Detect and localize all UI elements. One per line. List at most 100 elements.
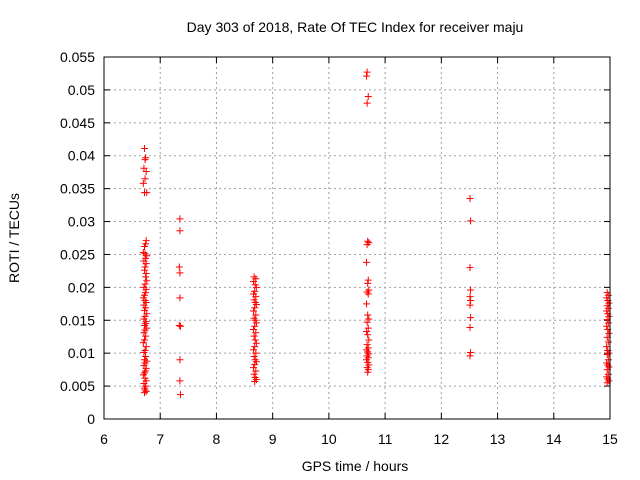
y-tick-label: 0.03 <box>68 214 95 230</box>
data-point <box>605 349 613 357</box>
data-point <box>250 352 258 360</box>
tick-layer: 0 0.005 0.01 0.015 0.02 0.025 0.03 0.035 0.04 0.0… <box>60 49 618 447</box>
data-point <box>364 279 372 287</box>
data-point <box>140 389 148 397</box>
data-point <box>141 280 149 288</box>
y-tick-label: 0.05 <box>68 82 95 98</box>
data-point <box>176 391 184 399</box>
data-point <box>140 266 148 274</box>
data-point <box>251 377 259 385</box>
data-point <box>139 339 147 347</box>
data-point <box>176 377 184 385</box>
x-tick-label: 14 <box>546 431 562 447</box>
y-axis-label: ROTI / TECUs <box>6 193 22 283</box>
data-point <box>363 68 371 76</box>
data-point <box>251 343 259 351</box>
x-tick-label: 6 <box>100 431 108 447</box>
x-axis-label: GPS time / hours <box>302 458 409 474</box>
x-tick-label: 8 <box>213 431 221 447</box>
data-point <box>364 331 372 339</box>
data-point <box>250 370 258 378</box>
data-point <box>142 237 150 245</box>
data-point <box>604 338 612 346</box>
data-point <box>141 156 149 164</box>
data-point <box>142 332 150 340</box>
data-point <box>467 314 475 322</box>
y-tick-label: 0.035 <box>60 181 95 197</box>
data-point <box>176 227 184 235</box>
data-point <box>140 144 148 152</box>
data-point <box>363 318 371 326</box>
data-point <box>142 352 150 360</box>
data-point <box>467 297 475 305</box>
data-point <box>363 241 371 249</box>
data-point <box>252 367 260 375</box>
data-point <box>140 349 148 357</box>
data-point <box>176 356 184 364</box>
data-point <box>467 286 475 294</box>
x-tick-label: 10 <box>321 431 337 447</box>
data-point <box>364 237 372 245</box>
data-point <box>252 311 260 319</box>
data-point <box>466 324 474 332</box>
data-point <box>365 336 373 344</box>
data-point <box>141 175 149 183</box>
data-point <box>251 322 259 330</box>
data-point <box>250 332 258 340</box>
data-point <box>142 387 150 395</box>
data-point <box>140 243 148 251</box>
data-point <box>364 92 372 100</box>
chart-title: Day 303 of 2018, Rate Of TEC Index for r… <box>187 19 524 35</box>
x-tick-label: 13 <box>490 431 506 447</box>
data-point <box>363 327 371 335</box>
data-point <box>466 195 474 203</box>
y-tick-label: 0.01 <box>68 345 95 361</box>
data-point <box>363 99 371 107</box>
data-point <box>139 248 147 256</box>
data-point <box>142 168 150 176</box>
y-tick-label: 0.055 <box>60 49 95 65</box>
x-tick-label: 7 <box>156 431 164 447</box>
data-point <box>252 339 260 347</box>
data-point <box>251 304 259 312</box>
y-tick-label: 0.045 <box>60 115 95 131</box>
data-points <box>139 68 613 399</box>
data-point <box>603 343 611 351</box>
y-tick-label: 0.015 <box>60 312 95 328</box>
x-tick-label: 15 <box>602 431 618 447</box>
data-point <box>605 329 613 337</box>
data-point <box>363 72 371 80</box>
y-tick-label: 0.005 <box>60 378 95 394</box>
data-point <box>467 349 475 357</box>
data-point <box>175 322 183 330</box>
data-point <box>175 263 183 271</box>
data-point <box>176 294 184 302</box>
data-point <box>141 263 149 271</box>
y-tick-label: 0.025 <box>60 246 95 262</box>
data-point <box>250 277 258 285</box>
data-point <box>365 315 373 323</box>
x-tick-label: 12 <box>434 431 450 447</box>
data-point <box>604 319 612 327</box>
data-point <box>466 264 474 272</box>
data-point <box>252 300 260 308</box>
data-point <box>139 179 147 187</box>
data-point <box>466 293 474 301</box>
x-tick-label: 11 <box>378 431 393 447</box>
data-point <box>252 283 260 291</box>
data-point <box>142 343 150 351</box>
data-point <box>364 290 372 298</box>
data-point <box>364 276 372 284</box>
data-point <box>142 260 150 268</box>
data-point <box>176 215 184 223</box>
x-tick-label: 9 <box>269 431 277 447</box>
data-point <box>466 352 474 360</box>
data-point <box>250 307 258 315</box>
data-point <box>466 301 474 309</box>
data-point <box>364 368 372 376</box>
data-point <box>143 189 151 197</box>
data-point <box>364 324 372 332</box>
data-point <box>251 336 259 344</box>
data-point <box>467 217 475 225</box>
